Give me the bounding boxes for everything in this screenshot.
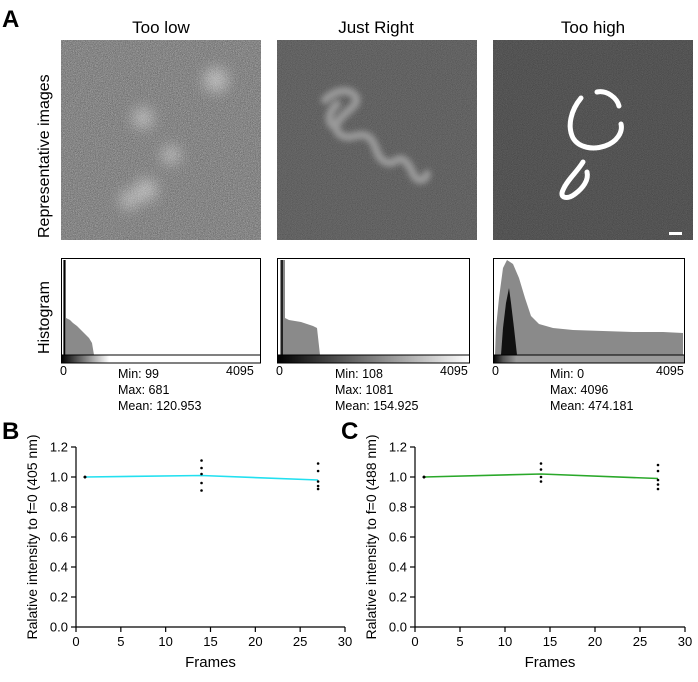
data-point	[656, 478, 660, 482]
y-tick-label: 1.2	[389, 440, 407, 455]
stat-max: Max: 1081	[335, 383, 394, 397]
data-point	[200, 459, 203, 462]
stat-min: Min: 108	[335, 367, 383, 381]
data-point	[422, 475, 426, 479]
data-point	[316, 484, 320, 488]
series-line	[423, 473, 659, 480]
column-title-just-right: Just Right	[338, 18, 414, 37]
x-tick-label: 0	[411, 634, 418, 649]
line-chart-488nm: 0 5 10 15 20 25 30 0.0 0.2 0.4 0.6 0.8 1.0 1.2 Frames R…	[363, 434, 692, 671]
row-label-representative-images: Representative images	[36, 74, 53, 238]
line-chart-405nm: 0 5 10 15 20 25 30 0.0 0.2 0.4 0.6 0.8 1.0 1.2 Frames R…	[24, 434, 352, 671]
data-point	[656, 483, 660, 486]
data-point	[316, 462, 320, 465]
row-label-histogram: Histogram	[36, 281, 53, 354]
x-axis-label: Frames	[185, 654, 236, 671]
y-tick-label: 0.4	[50, 560, 68, 575]
data-point	[316, 469, 320, 473]
y-axis-label: Ralative intensity to f=0 (405 nm)	[24, 434, 40, 639]
hist-tick-max-too-low: 4095	[226, 364, 254, 378]
data-point	[539, 468, 543, 471]
hist-tick-max-too-high: 4095	[656, 364, 684, 378]
data-point	[656, 487, 660, 491]
histogram-too-low	[61, 258, 261, 364]
series-line	[84, 474, 319, 481]
x-tick-label: 5	[456, 634, 463, 649]
hist-tick-min-too-high: 0	[492, 364, 499, 378]
y-axis-label: Ralative intensity to f=0 (488 nm)	[363, 434, 379, 639]
y-tick-label: 0.8	[50, 500, 68, 515]
x-tick-label: 20	[248, 634, 262, 649]
data-point	[316, 487, 320, 491]
data-point	[200, 489, 203, 492]
stats-too-low: Min: 99 Max: 681 Mean: 120.953	[118, 366, 201, 414]
y-tick-label: 0.2	[389, 590, 407, 605]
micrograph-too-high	[493, 40, 693, 240]
stat-max: Max: 681	[118, 383, 170, 397]
x-tick-label: 0	[72, 634, 79, 649]
y-tick-label: 0.8	[389, 500, 407, 515]
x-axis-label: Frames	[525, 654, 576, 671]
data-point	[539, 462, 543, 465]
scale-bar	[669, 232, 682, 235]
hist-tick-max-just-right: 4095	[440, 364, 468, 378]
x-tick-label: 20	[588, 634, 602, 649]
x-tick-label: 25	[293, 634, 307, 649]
x-tick-label: 15	[543, 634, 557, 649]
histogram-just-right	[277, 258, 470, 364]
panel-letter-c: C	[341, 418, 359, 445]
stats-too-high: Min: 0 Max: 4096 Mean: 474.181	[550, 366, 633, 414]
panel-letter-b: B	[2, 418, 20, 445]
data-point	[200, 466, 203, 470]
data-point	[656, 469, 660, 473]
y-tick-label: 0.6	[389, 530, 407, 545]
stat-mean: Mean: 154.925	[335, 399, 419, 413]
histogram-too-high	[493, 258, 685, 364]
hist-tick-min-just-right: 0	[276, 364, 283, 378]
micrograph-just-right	[277, 40, 477, 240]
x-tick-label: 10	[158, 634, 172, 649]
stat-mean: Mean: 474.181	[550, 399, 634, 413]
y-tick-label: 1.0	[389, 470, 407, 485]
stat-max: Max: 4096	[550, 383, 609, 397]
x-tick-label: 30	[678, 634, 692, 649]
x-tick-label: 15	[203, 634, 217, 649]
x-tick-label: 25	[633, 634, 647, 649]
data-point	[539, 480, 543, 483]
x-tick-label: 5	[117, 634, 124, 649]
data-point	[656, 463, 660, 467]
x-tick-label: 10	[498, 634, 512, 649]
data-point	[83, 475, 87, 479]
x-tick-label: 30	[338, 634, 352, 649]
panel-letter-a: A	[2, 6, 20, 33]
data-point	[539, 475, 543, 479]
column-title-too-high: Too high	[560, 18, 626, 37]
stat-min: Min: 99	[118, 367, 159, 381]
stats-just-right: Min: 108 Max: 1081 Mean: 154.925	[335, 366, 418, 414]
y-tick-label: 0.4	[389, 560, 407, 575]
stat-min: Min: 0	[550, 367, 585, 381]
y-tick-label: 0.0	[50, 620, 68, 635]
y-tick-label: 0.2	[50, 590, 68, 605]
column-title-too-low: Too low	[132, 18, 190, 37]
y-tick-label: 0.6	[50, 530, 68, 545]
micrograph-too-low	[61, 40, 261, 240]
y-tick-label: 1.2	[50, 440, 68, 455]
stat-mean: Mean: 120.953	[118, 399, 202, 413]
data-point	[200, 481, 203, 485]
hist-tick-min-too-low: 0	[60, 364, 67, 378]
data-point	[200, 472, 203, 476]
data-point	[316, 480, 320, 483]
y-tick-label: 1.0	[50, 470, 68, 485]
y-tick-label: 0.0	[389, 620, 407, 635]
